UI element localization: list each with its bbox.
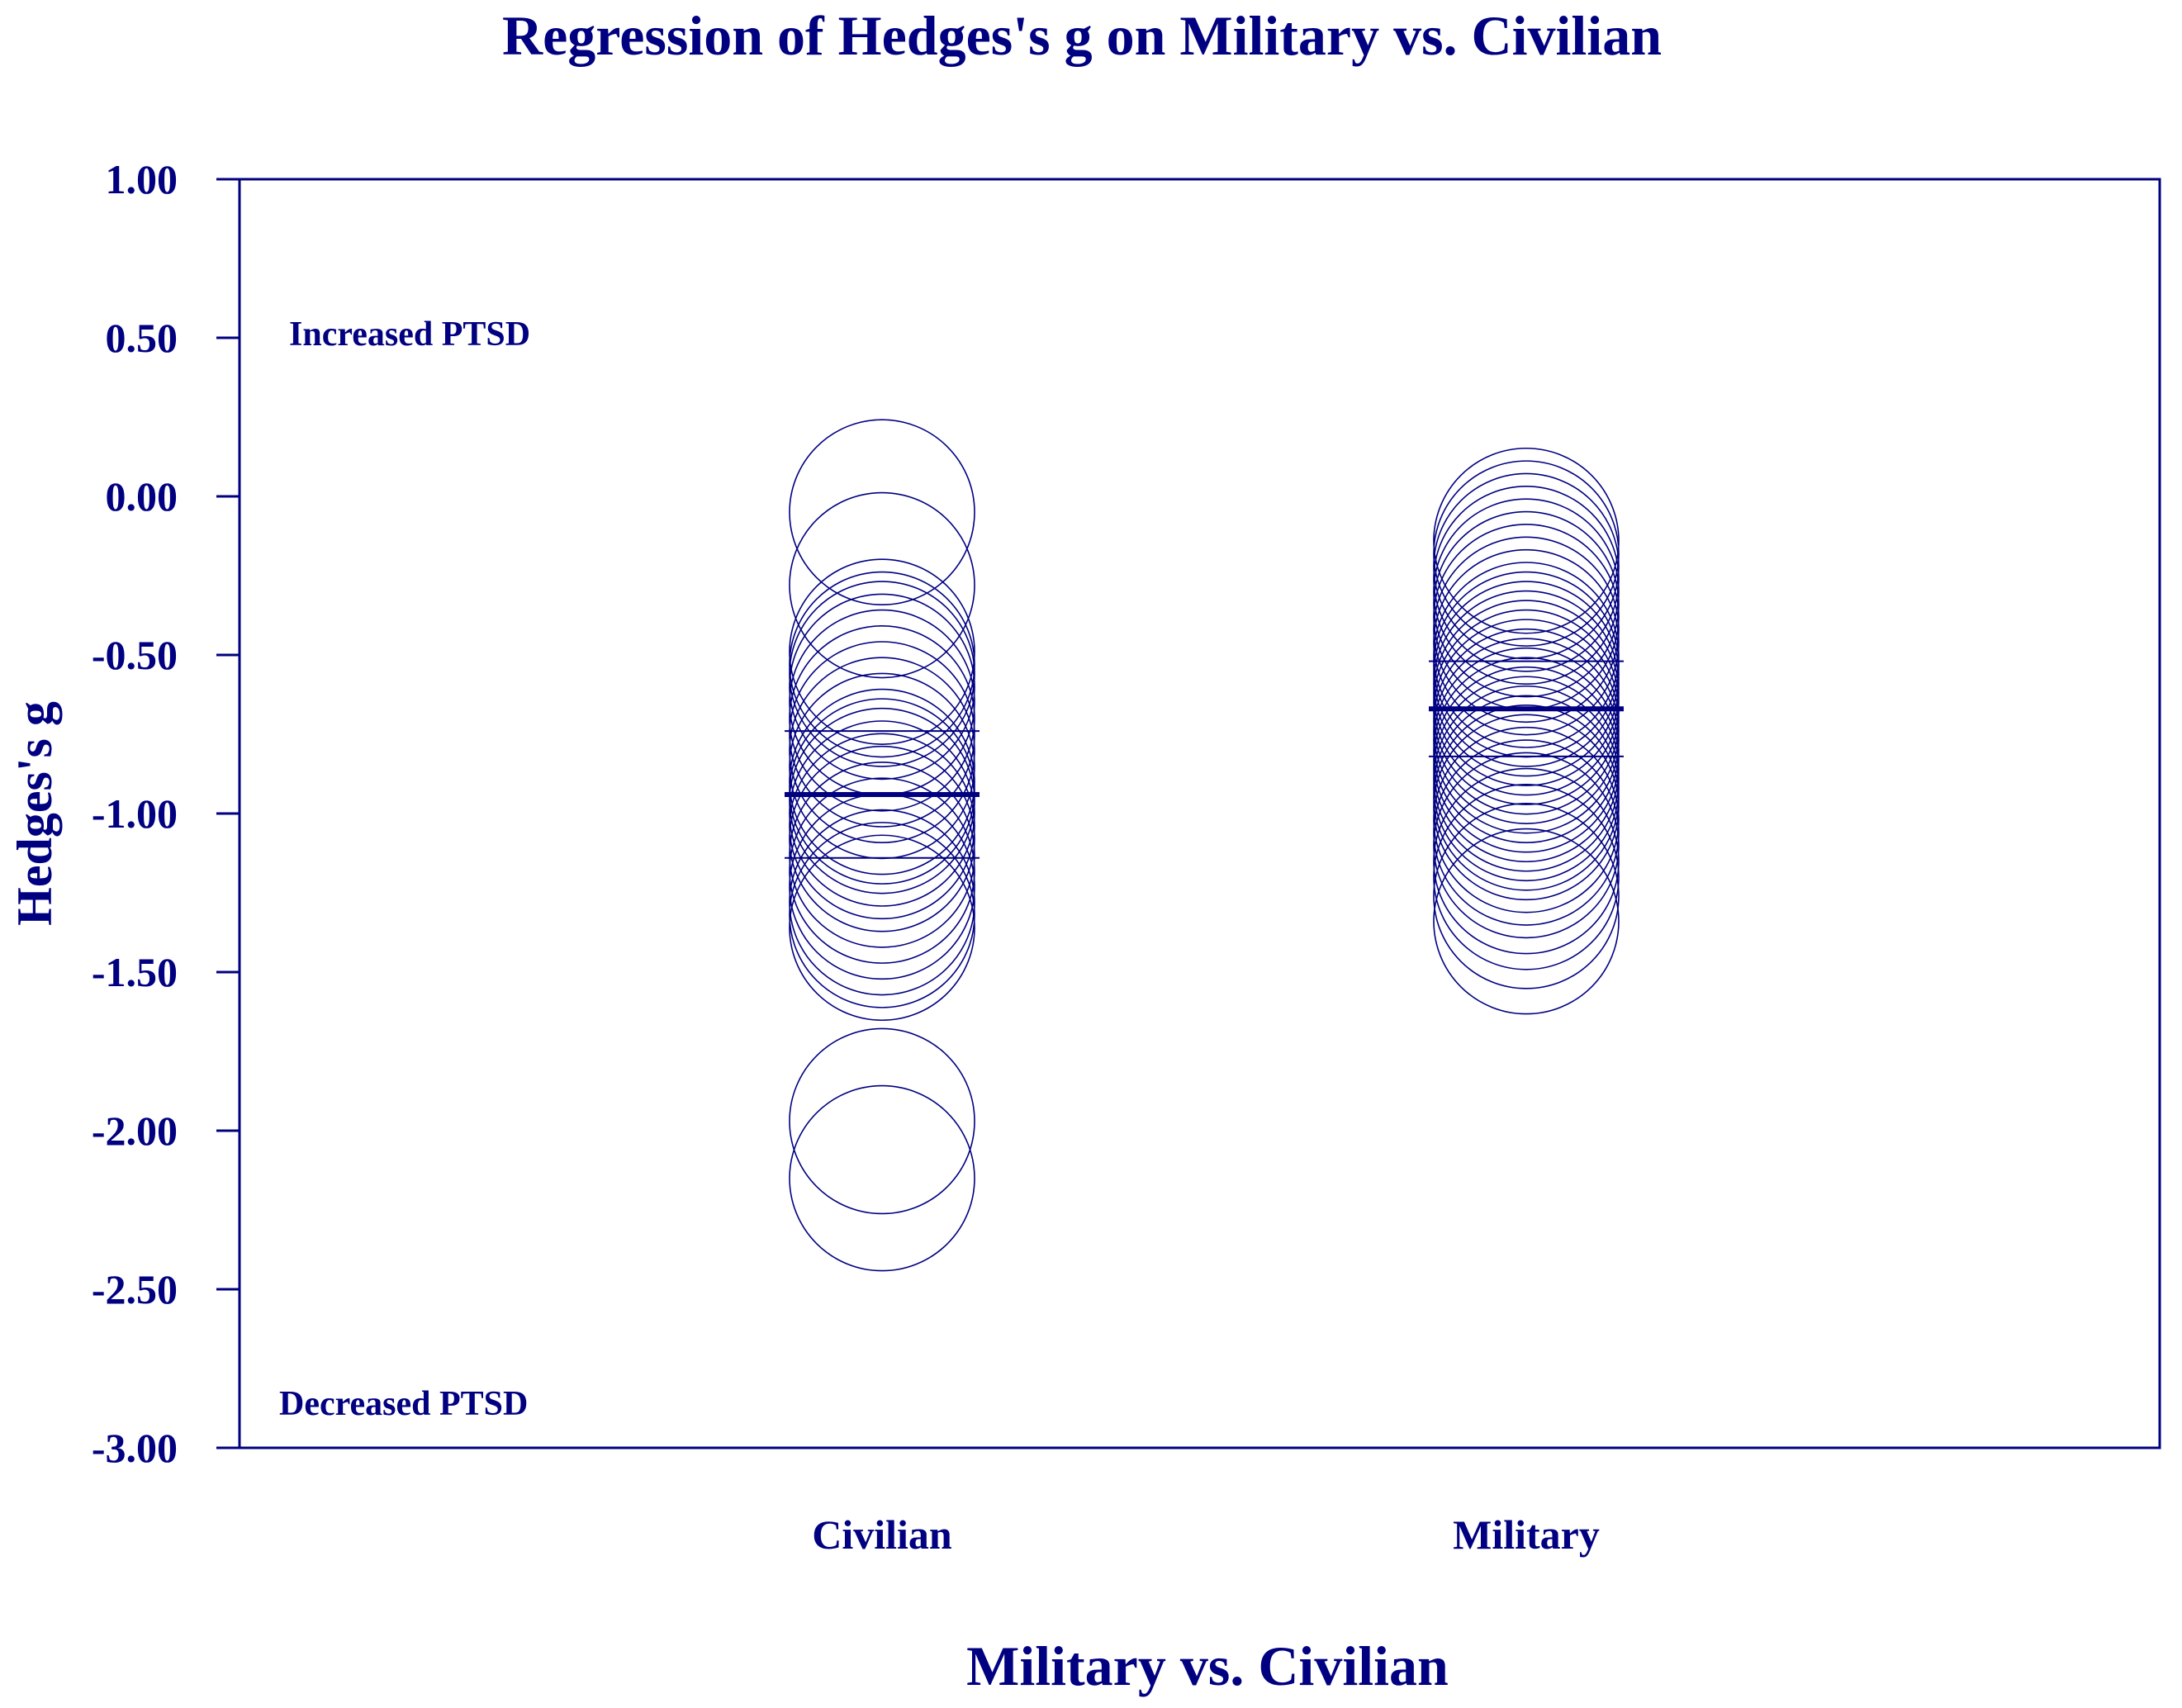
data-point xyxy=(789,698,975,885)
y-axis: 1.00 0.50 0.00 -0.50 -1.00 -1.50 -2.00 -2.50 -3.… xyxy=(92,156,240,1471)
data-point xyxy=(789,793,975,980)
data-point xyxy=(789,761,975,948)
data-point xyxy=(1433,498,1620,686)
y-tick-label: -2.00 xyxy=(92,1108,178,1154)
data-point xyxy=(789,834,975,1022)
data-point xyxy=(789,419,975,606)
mean-lines xyxy=(785,660,1624,859)
data-point xyxy=(1433,739,1620,926)
data-point xyxy=(1433,460,1620,647)
data-point xyxy=(789,624,975,812)
data-point xyxy=(1433,803,1620,989)
data-point xyxy=(1433,726,1620,913)
data-point xyxy=(789,745,975,932)
y-tick-label: 0.00 xyxy=(106,473,178,520)
y-tick-label: -0.50 xyxy=(92,632,178,678)
data-point xyxy=(789,657,975,844)
data-point xyxy=(789,641,975,828)
annotation-increased: Increased PTSD xyxy=(289,316,530,353)
y-tick-label: -3.00 xyxy=(92,1425,178,1471)
data-point xyxy=(789,581,975,767)
category-label: Military xyxy=(1453,1511,1600,1558)
data-point xyxy=(789,777,975,964)
data-point xyxy=(1433,510,1620,698)
data-point xyxy=(789,707,975,894)
data-point xyxy=(789,809,975,996)
y-tick-label: -2.50 xyxy=(92,1266,178,1312)
data-point xyxy=(789,733,975,920)
data-point xyxy=(1433,767,1620,955)
data-point xyxy=(1433,486,1620,672)
category-label: Civilian xyxy=(812,1511,952,1558)
data-points xyxy=(789,419,1620,1272)
data-point xyxy=(789,1027,975,1215)
data-point xyxy=(789,571,975,758)
data-point xyxy=(1433,472,1620,660)
chart-title: Regression of Hedges's g on Military vs.… xyxy=(502,4,1662,67)
data-point xyxy=(789,593,975,780)
data-point xyxy=(789,609,975,796)
data-point xyxy=(789,822,975,1008)
annotation-decreased: Decreased PTSD xyxy=(279,1385,528,1423)
data-point xyxy=(1433,828,1620,1015)
data-point xyxy=(1433,447,1620,634)
data-point xyxy=(789,720,975,907)
y-tick-label: 1.00 xyxy=(106,156,178,202)
data-point xyxy=(1433,548,1620,736)
data-point xyxy=(789,491,975,679)
data-point xyxy=(1433,714,1620,901)
y-tick-label: -1.00 xyxy=(92,790,178,837)
x-axis: Civilian Military xyxy=(812,1511,1600,1558)
x-axis-title: Military vs. Civilian xyxy=(966,1634,1449,1697)
data-point xyxy=(1433,784,1620,970)
data-point xyxy=(1433,536,1620,724)
data-point xyxy=(789,558,975,745)
plot-area xyxy=(238,178,2161,1449)
y-tick-label: -1.50 xyxy=(92,949,178,995)
y-tick-label: 0.50 xyxy=(106,315,178,361)
data-point xyxy=(789,1084,975,1272)
data-point xyxy=(1433,752,1620,939)
y-axis-title: Hedges's g xyxy=(7,701,62,926)
